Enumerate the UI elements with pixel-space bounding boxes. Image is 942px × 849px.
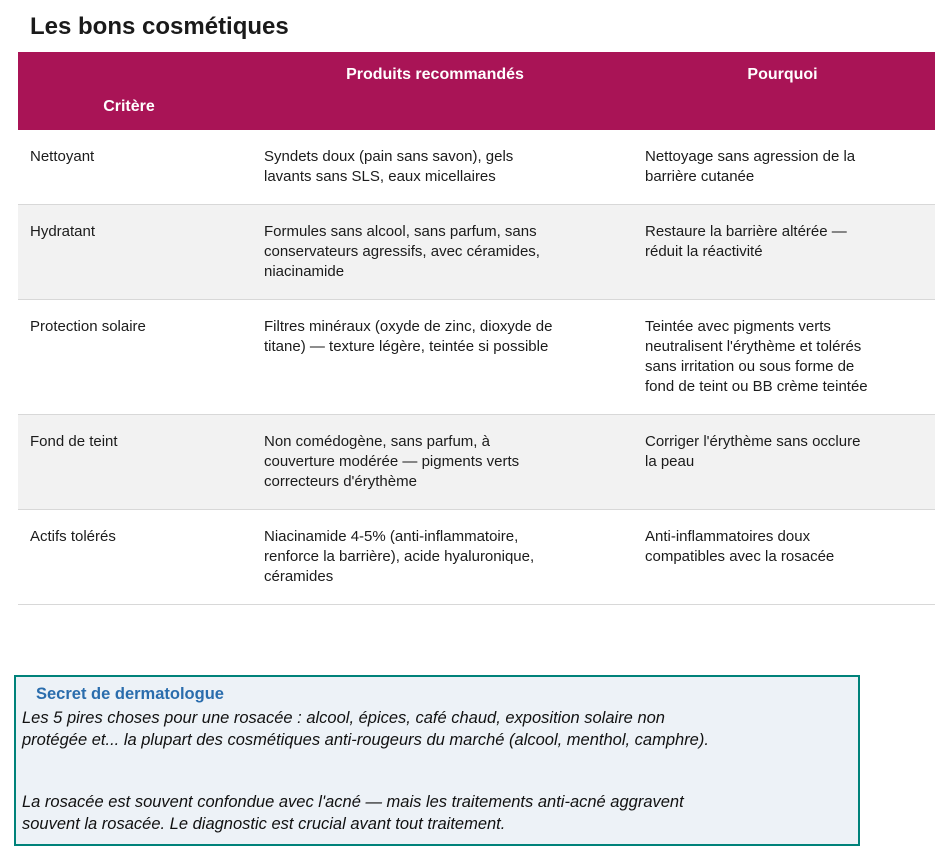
- cell-pourquoi: Teintée avec pigments verts neutralisent…: [645, 318, 868, 395]
- cell-critere: Fond de teint: [30, 433, 118, 450]
- column-header-produits-recommandes: Produits recommandés: [346, 66, 524, 83]
- cell-pourquoi: Nettoyage sans agression de la barrière …: [645, 148, 856, 185]
- callout-paragraph-1: Les 5 pires choses pour une rosacée : al…: [22, 709, 709, 749]
- cell-critere: Hydratant: [30, 223, 96, 240]
- dermatologist-secret-callout: Secret de dermatologue Les 5 pires chose…: [14, 675, 860, 846]
- cell-pourquoi: Restaure la barrière altérée — réduit la…: [645, 223, 847, 260]
- cell-critere: Actifs tolérés: [30, 528, 116, 545]
- table-row-fond-de-teint: Fond de teint Non comédogène, sans parfu…: [18, 415, 935, 510]
- column-header-critere: Critère: [103, 98, 155, 115]
- callout-title: Secret de dermatologue: [36, 685, 224, 703]
- cell-pourquoi: Corriger l'érythème sans occlure la peau: [645, 433, 861, 470]
- cell-critere: Nettoyant: [30, 148, 95, 165]
- table-row-actifs-toleres: Actifs tolérés Niacinamide 4-5% (anti-in…: [18, 510, 935, 605]
- cell-critere: Protection solaire: [30, 318, 146, 335]
- cell-pourquoi: Anti-inflammatoires doux compatibles ave…: [645, 528, 835, 565]
- table-row-hydratant: Hydratant Formules sans alcool, sans par…: [18, 205, 935, 300]
- cell-produits: Niacinamide 4-5% (anti-inflammatoire, re…: [264, 528, 535, 585]
- page-title: Les bons cosmétiques: [30, 13, 289, 40]
- cell-produits: Non comédogène, sans parfum, à couvertur…: [264, 433, 520, 490]
- cell-produits: Filtres minéraux (oxyde de zinc, dioxyde…: [264, 318, 553, 355]
- cosmetics-table: Critère Produits recommandés Pourquoi Ne…: [18, 52, 935, 605]
- callout-paragraph-2: La rosacée est souvent confondue avec l'…: [22, 793, 684, 833]
- table-row-protection-solaire: Protection solaire Filtres minéraux (oxy…: [18, 300, 935, 415]
- table-header-row: Critère Produits recommandés Pourquoi: [18, 52, 935, 130]
- table-row-nettoyant: Nettoyant Syndets doux (pain sans savon)…: [18, 130, 935, 205]
- cell-produits: Formules sans alcool, sans parfum, sans …: [264, 223, 540, 280]
- cell-produits: Syndets doux (pain sans savon), gels lav…: [264, 148, 514, 185]
- column-header-pourquoi: Pourquoi: [747, 66, 818, 83]
